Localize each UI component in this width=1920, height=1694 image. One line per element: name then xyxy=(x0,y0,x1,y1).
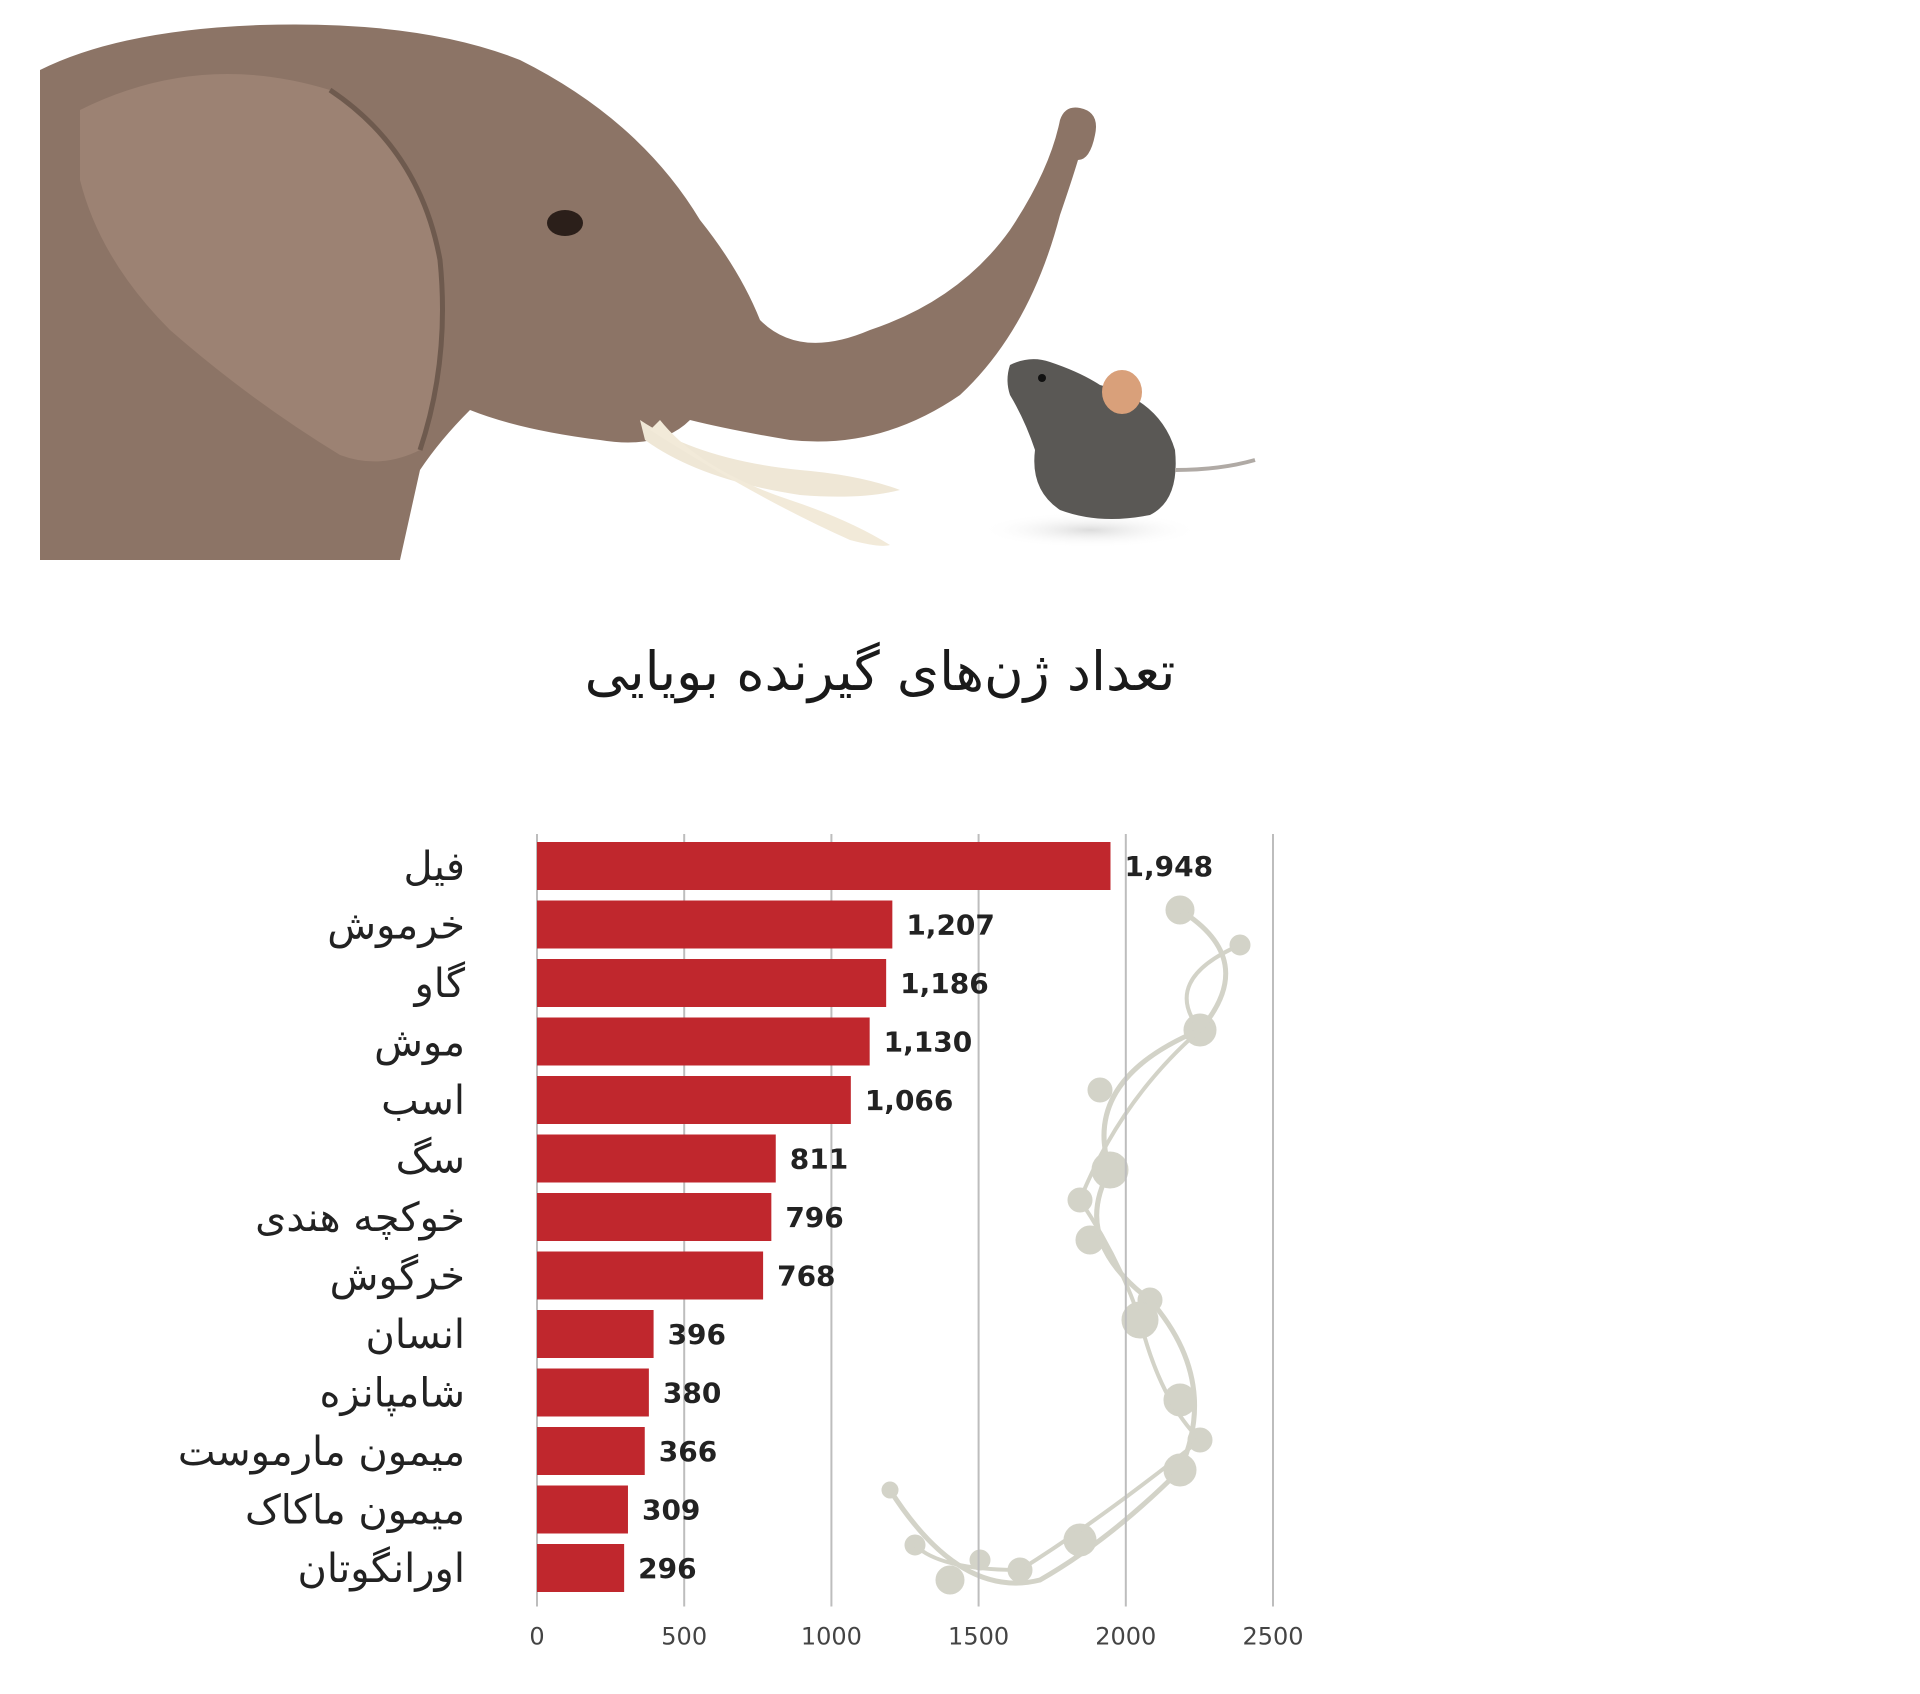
elephant-illustration xyxy=(40,24,1096,560)
bar-value-label: 1,207 xyxy=(906,909,995,942)
x-tick-label: 2500 xyxy=(1242,1623,1303,1651)
bar xyxy=(537,1310,654,1358)
bar-value-label: 811 xyxy=(790,1143,848,1176)
x-tick-label: 0 xyxy=(529,1623,544,1651)
category-label: خوکچه هندی xyxy=(255,1195,465,1241)
bar xyxy=(537,1427,645,1475)
category-label: اورانگوتان xyxy=(298,1546,465,1592)
bar xyxy=(537,1017,870,1066)
category-label: میمون مارموست xyxy=(178,1429,465,1475)
bar xyxy=(537,842,1111,890)
category-label: میمون ماکاک xyxy=(245,1488,465,1534)
bar-value-label: 366 xyxy=(659,1435,717,1468)
bar xyxy=(537,1544,625,1592)
bar-value-label: 309 xyxy=(642,1494,700,1527)
category-label: شامپانزه xyxy=(319,1371,465,1417)
hero-illustration xyxy=(40,24,1256,560)
bar-value-label: 1,130 xyxy=(884,1026,973,1059)
bar xyxy=(537,1251,764,1300)
category-label: گاو xyxy=(412,961,466,1007)
bar-value-label: 1,948 xyxy=(1124,850,1213,883)
mouse-illustration xyxy=(980,359,1256,548)
x-tick-label: 1000 xyxy=(801,1623,862,1651)
bar-value-label: 296 xyxy=(638,1552,696,1585)
bar-value-label: 796 xyxy=(785,1201,843,1234)
x-tick-label: 500 xyxy=(661,1623,707,1651)
category-label: خرموش xyxy=(327,903,465,949)
bar xyxy=(537,1134,776,1183)
bar-value-label: 1,066 xyxy=(865,1084,954,1117)
x-tick-label: 1500 xyxy=(948,1623,1009,1651)
chart-title: تعداد ژن‌های گیرنده بویایی xyxy=(584,640,1176,703)
category-label: سگ xyxy=(396,1137,465,1183)
category-label: انسان xyxy=(366,1312,466,1358)
bar-chart: 1,948 1,207 1,186 1,130 1,066 811 796 768 396 380… xyxy=(178,834,1304,1651)
bar-value-label: 768 xyxy=(777,1260,835,1293)
bar xyxy=(537,900,893,949)
bar-value-label: 380 xyxy=(663,1377,721,1410)
bar xyxy=(537,1193,772,1241)
dna-helix-decoration xyxy=(881,895,1251,1595)
bar-value-label: 396 xyxy=(668,1318,726,1351)
category-label: اسب xyxy=(381,1078,465,1124)
bar xyxy=(537,1485,628,1534)
x-tick-label: 2000 xyxy=(1095,1623,1156,1651)
category-label: موش xyxy=(374,1020,465,1066)
category-label: خرگوش xyxy=(330,1254,465,1300)
bar xyxy=(537,1076,851,1124)
category-label: فیل xyxy=(404,844,465,890)
bar xyxy=(537,959,887,1007)
bar-value-label: 1,186 xyxy=(900,967,989,1000)
bar xyxy=(537,1368,649,1417)
